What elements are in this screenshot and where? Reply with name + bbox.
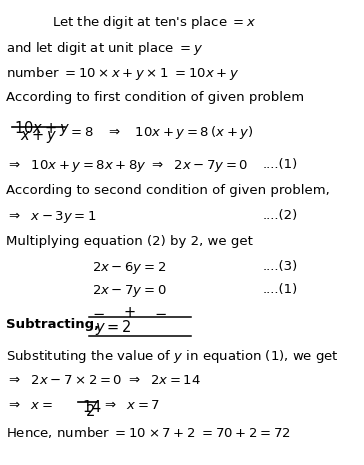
Text: $\Rightarrow\ \ x-3y=1$: $\Rightarrow\ \ x-3y=1$: [6, 209, 97, 225]
Text: $2x-7y=0$: $2x-7y=0$: [92, 284, 167, 299]
Text: $\Rightarrow\ \ x=$: $\Rightarrow\ \ x=$: [6, 399, 53, 412]
Text: $-$: $-$: [154, 305, 167, 320]
Text: According to second condition of given problem,: According to second condition of given p…: [6, 184, 330, 197]
Text: $2x-6y=2$: $2x-6y=2$: [92, 260, 166, 276]
Text: According to first condition of given problem: According to first condition of given pr…: [6, 91, 304, 104]
Text: Let the digit at ten's place $= x$: Let the digit at ten's place $= x$: [52, 14, 256, 31]
Text: $x+y$: $x+y$: [20, 128, 58, 146]
Text: $-$: $-$: [92, 305, 105, 320]
Text: ....(1): ....(1): [263, 284, 298, 296]
Text: $y=2$: $y=2$: [95, 318, 132, 337]
Text: $2$: $2$: [85, 403, 95, 419]
Text: $14$: $14$: [82, 399, 101, 415]
Text: $\Rightarrow\ \ x=7$: $\Rightarrow\ \ x=7$: [102, 399, 160, 412]
Text: and let digit at unit place $= y$: and let digit at unit place $= y$: [6, 40, 203, 57]
Text: ....(1): ....(1): [263, 158, 298, 171]
Text: Substituting the value of $y$ in equation (1), we get: Substituting the value of $y$ in equatio…: [6, 348, 339, 365]
Text: Subtracting,: Subtracting,: [6, 318, 99, 331]
Text: ....(2): ....(2): [263, 209, 298, 222]
Text: $\Rightarrow\ \ 10x+y=8x+8y\ \Rightarrow\ \ 2x-7y=0$: $\Rightarrow\ \ 10x+y=8x+8y\ \Rightarrow…: [6, 158, 249, 174]
Text: $10x+y$: $10x+y$: [14, 119, 70, 138]
Text: $= 8\quad \Rightarrow\quad 10x+y=8\,(x+y)$: $= 8\quad \Rightarrow\quad 10x+y=8\,(x+y…: [68, 124, 253, 141]
Text: $+$: $+$: [123, 305, 136, 320]
Text: ....(3): ....(3): [263, 260, 298, 273]
Text: Hence, number $= 10\times7+2\ =70+2=72$: Hence, number $= 10\times7+2\ =70+2=72$: [6, 425, 291, 440]
Text: number $= 10 \times x + y \times 1\ = 10x+y$: number $= 10 \times x + y \times 1\ = 10…: [6, 65, 240, 82]
Text: Multiplying equation (2) by 2, we get: Multiplying equation (2) by 2, we get: [6, 235, 253, 248]
Text: $\Rightarrow\ \ 2x-7\times2=0\ \Rightarrow\ \ 2x=14$: $\Rightarrow\ \ 2x-7\times2=0\ \Rightarr…: [6, 373, 201, 386]
